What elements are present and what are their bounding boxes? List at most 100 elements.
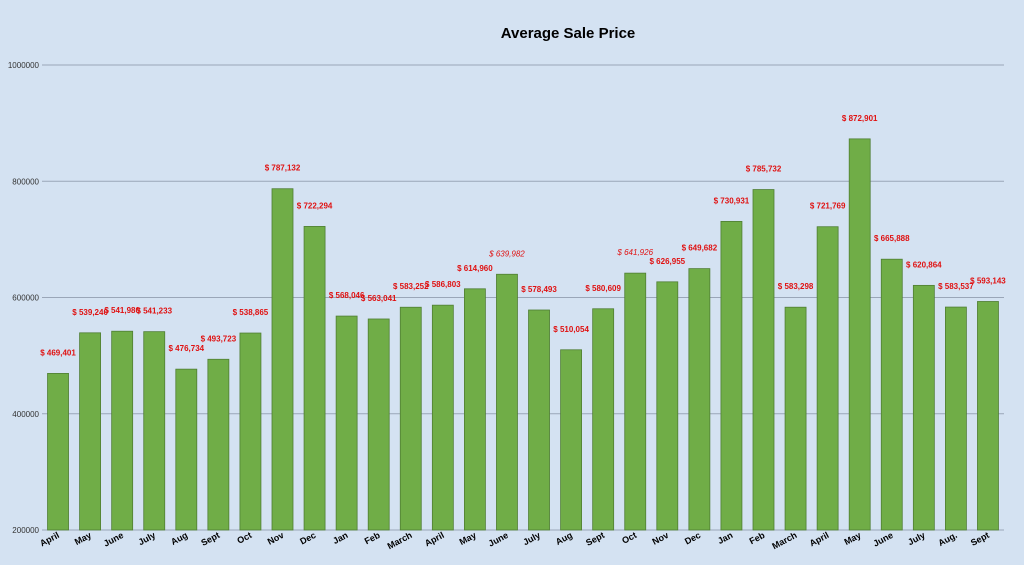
data-label: $ 538,865 (233, 308, 269, 317)
bar (528, 309, 550, 531)
x-tick-label: Feb (748, 530, 767, 547)
x-tick-label: May (842, 530, 862, 547)
data-label: $ 493,723 (201, 334, 237, 343)
bar (111, 330, 134, 531)
x-tick-label: Sept (199, 530, 221, 548)
bar (463, 288, 486, 531)
data-label: $ 583,537 (938, 282, 974, 291)
data-label: $ 510,054 (553, 325, 589, 334)
x-tick-label: March (770, 530, 798, 551)
bar (207, 358, 230, 531)
data-label: $ 785,732 (746, 165, 782, 174)
bar (977, 301, 999, 531)
data-label: $ 639,982 (488, 249, 525, 258)
x-tick-label: June (487, 530, 510, 549)
x-tick-label: Feb (363, 530, 382, 547)
x-tick-label: April (808, 530, 831, 548)
x-tick-label: Dec (298, 530, 317, 547)
bar (784, 306, 807, 531)
data-label: $ 583,252 (393, 282, 429, 291)
data-label: $ 541,233 (136, 307, 172, 316)
data-labels: $ 469,401 $ 539,240$ 541,980$ 541,233 $ 47… (40, 114, 1006, 358)
bar (560, 349, 582, 531)
bars (47, 138, 999, 531)
data-label: $ 568,046 (329, 291, 365, 300)
gridlines (42, 64, 1004, 531)
bar (367, 318, 390, 531)
bar (303, 226, 326, 531)
bar (912, 284, 935, 531)
bar (335, 315, 358, 531)
x-tick-label: Oct (620, 530, 638, 546)
data-label: $ 541,980 (104, 306, 140, 315)
data-label: $ 593,143 (970, 276, 1006, 285)
data-label: $ 787,132 (265, 164, 301, 173)
y-tick-label: 1000000 (8, 61, 40, 70)
y-tick-label: 800000 (12, 177, 39, 186)
x-tick-label: April (38, 530, 61, 548)
x-tick-label: April (423, 530, 446, 548)
data-label: $ 578,493 (521, 285, 557, 294)
bar (175, 368, 198, 531)
bar (720, 220, 743, 531)
x-tick-label: Jan (331, 530, 349, 546)
x-tick-label: March (386, 530, 414, 551)
bar (945, 306, 967, 531)
bar (47, 373, 69, 531)
bar (79, 332, 101, 531)
bar (496, 273, 518, 531)
data-label: $ 476,734 (169, 344, 205, 353)
data-label: $ 721,769 (810, 202, 846, 211)
x-tick-label: Aug (169, 530, 189, 547)
x-tick-label: Jan (716, 530, 734, 546)
x-tick-label: July (137, 530, 158, 547)
data-label: $ 586,803 (425, 280, 461, 289)
data-label: $ 583,298 (778, 282, 814, 291)
x-tick-label: Oct (235, 530, 253, 546)
x-tick-label: July (906, 530, 927, 547)
x-tick-label: June (102, 530, 125, 549)
data-label: $ 730,931 (714, 196, 750, 205)
x-tick-label: Sept (584, 530, 606, 548)
x-tick-label: Nov (266, 530, 286, 547)
bar (688, 268, 711, 531)
data-label: $ 641,926 (616, 248, 653, 257)
data-label: $ 722,294 (297, 201, 333, 210)
y-tick-label: 200000 (12, 526, 39, 535)
y-axis-ticks: 200000 400000 600000 800000 1000000 (8, 61, 40, 535)
x-tick-label: Aug (554, 530, 574, 547)
data-label: $ 665,888 (874, 234, 910, 243)
chart-title: Average Sale Price (501, 25, 636, 42)
bar (880, 258, 903, 531)
data-label: $ 620,864 (906, 260, 942, 269)
bar (624, 272, 647, 531)
data-label: $ 580,609 (585, 284, 621, 293)
bar (431, 304, 454, 531)
data-label: $ 539,240 (72, 308, 108, 317)
x-tick-label: May (458, 530, 478, 547)
bar (752, 189, 775, 531)
data-label: $ 872,901 (842, 114, 878, 123)
bar (592, 308, 615, 531)
bar (143, 331, 166, 531)
data-label: $ 614,960 (457, 264, 493, 273)
x-tick-label: Sept (969, 530, 991, 548)
bar (816, 226, 839, 531)
data-label: $ 649,682 (682, 244, 718, 253)
x-tick-label: July (521, 530, 542, 547)
data-label: $ 469,401 (40, 348, 76, 357)
bar (399, 306, 422, 531)
x-tick-label: May (73, 530, 93, 547)
y-tick-label: 600000 (12, 294, 39, 303)
x-tick-label: Dec (683, 530, 702, 547)
bar (239, 332, 262, 531)
x-tick-label: June (871, 530, 894, 549)
x-axis-ticks: April May June July Aug Sept Oct Nov Dec Jan Feb Ma… (38, 530, 991, 552)
bar (848, 138, 871, 531)
x-tick-label: Aug. (936, 530, 958, 548)
x-tick-label: Nov (651, 530, 671, 547)
bar (656, 281, 679, 531)
data-label: $ 626,955 (650, 257, 686, 266)
data-label: $ 563,041 (361, 294, 397, 303)
